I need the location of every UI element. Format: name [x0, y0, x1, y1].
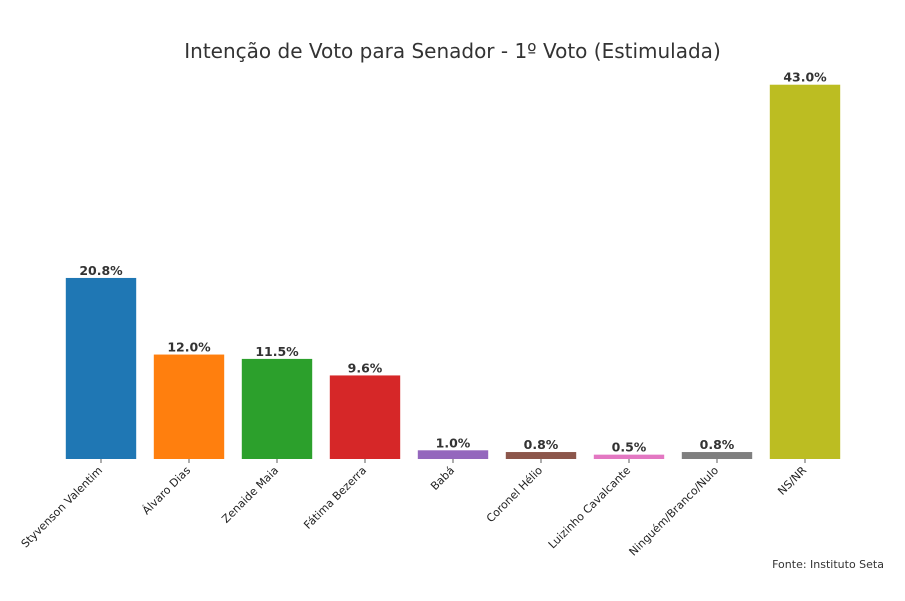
x-tick-label: Styvenson Valentim	[19, 464, 105, 550]
x-tick-label: Álvaro Dias	[140, 464, 193, 517]
source-note: Fonte: Instituto Seta	[772, 558, 884, 571]
x-tick-label: Ninguém/Branco/Nulo	[627, 464, 722, 559]
x-tick-label: Fátima Bezerra	[301, 464, 369, 532]
x-ticks-group	[100, 459, 806, 463]
value-labels-group: 20.8% 12.0% 11.5% 9.6% 1.0% 0.8% 0.5% 0.8% 43.0%	[79, 70, 827, 455]
x-tick-label: Zenaide Maia	[219, 464, 281, 526]
bar-value-label: 12.0%	[167, 340, 211, 355]
bar-value-label: 0.8%	[524, 437, 559, 452]
bar	[505, 452, 577, 459]
x-tick-label: Babá	[428, 464, 457, 493]
bar	[241, 358, 313, 459]
bar-value-label: 9.6%	[348, 360, 383, 375]
bar-value-label: 20.8%	[79, 263, 123, 278]
bar-value-label: 11.5%	[255, 344, 299, 359]
bar	[593, 454, 665, 459]
bar	[769, 84, 841, 459]
bar	[65, 277, 137, 459]
bars-group	[65, 84, 841, 459]
x-tick-label: NS/NR	[775, 464, 809, 498]
bar	[681, 452, 753, 459]
chart-title: Intenção de Voto para Senador - 1º Voto …	[184, 39, 721, 63]
bar	[417, 450, 489, 459]
bar-value-label: 1.0%	[436, 435, 471, 450]
bar	[329, 375, 401, 459]
x-tick-label: Coronel Hélio	[484, 464, 545, 525]
bar-value-label: 43.0%	[783, 70, 827, 85]
bar-value-label: 0.5%	[612, 440, 647, 455]
x-tick-labels-group: Styvenson Valentim Álvaro Dias Zenaide Mai…	[19, 464, 810, 559]
bar-value-label: 0.8%	[700, 437, 735, 452]
x-tick-label: Luizinho Cavalcante	[546, 464, 634, 552]
bar	[153, 354, 225, 459]
